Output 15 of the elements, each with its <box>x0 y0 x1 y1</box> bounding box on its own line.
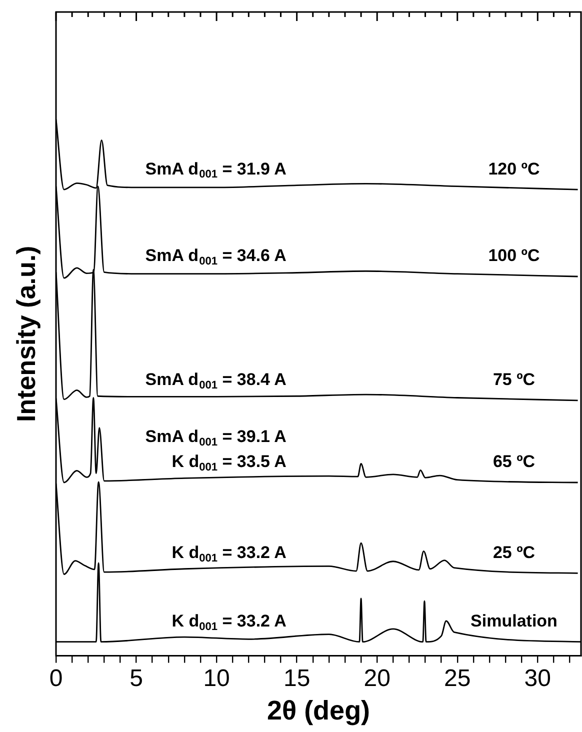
x-tick-label: 10 <box>203 664 230 692</box>
x-tick-label: 15 <box>283 664 310 692</box>
x-tick-label: 0 <box>49 664 63 692</box>
y-axis-title: Intensity (a.u.) <box>11 246 42 422</box>
series-label: Simulation <box>470 612 558 631</box>
series-label: 100 ºC <box>488 246 540 266</box>
series-label: 120 ºC <box>488 159 540 178</box>
series-label: 25 ºC <box>492 542 536 562</box>
x-tick-label: 5 <box>130 664 143 692</box>
series-label: 65 ºC <box>492 452 536 472</box>
x-tick-label: 25 <box>444 664 471 692</box>
x-axis-title: 2θ (deg) <box>266 695 370 726</box>
x-tick-label: 30 <box>524 664 552 692</box>
x-tick-label: 20 <box>364 664 390 692</box>
series-label: 75 ºC <box>492 370 536 390</box>
